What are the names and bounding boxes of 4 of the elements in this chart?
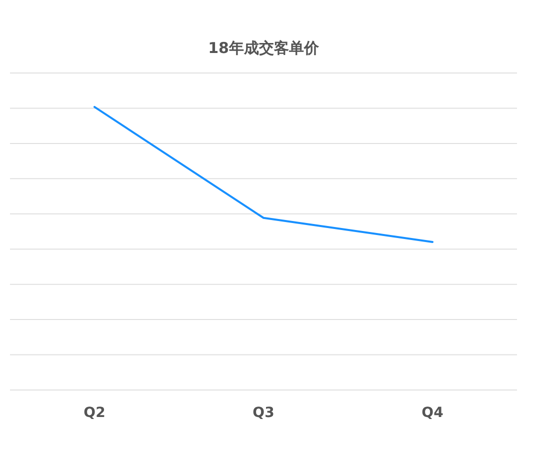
- chart-title: 18年成交客单价: [208, 39, 320, 57]
- x-tick-label: Q3: [252, 405, 274, 421]
- x-tick-label: Q4: [422, 405, 444, 421]
- x-tick-label: Q2: [84, 405, 106, 421]
